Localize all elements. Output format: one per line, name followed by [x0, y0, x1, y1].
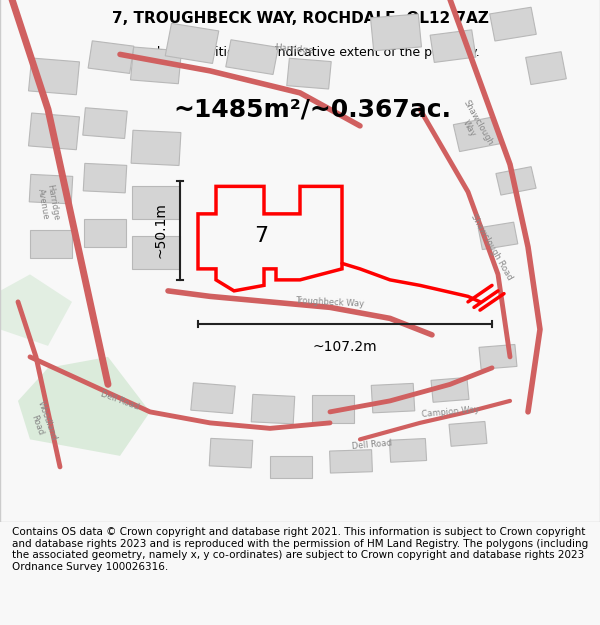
Polygon shape [30, 231, 72, 258]
Polygon shape [371, 383, 415, 413]
Text: Harridge: Harridge [274, 42, 314, 55]
Text: Shawclough Road: Shawclough Road [469, 213, 515, 281]
Polygon shape [226, 40, 278, 74]
Polygon shape [371, 14, 421, 51]
Polygon shape [88, 41, 134, 73]
Polygon shape [131, 47, 181, 84]
Polygon shape [132, 236, 180, 269]
Polygon shape [18, 357, 150, 456]
Text: 7, TROUGHBECK WAY, ROCHDALE, OL12 7AZ: 7, TROUGHBECK WAY, ROCHDALE, OL12 7AZ [112, 11, 488, 26]
Text: Map shows position and indicative extent of the property.: Map shows position and indicative extent… [120, 46, 480, 59]
Polygon shape [454, 117, 500, 152]
Polygon shape [389, 439, 427, 462]
Polygon shape [191, 382, 235, 414]
Polygon shape [526, 52, 566, 84]
Polygon shape [479, 344, 517, 369]
Polygon shape [449, 421, 487, 446]
Text: Harridge
Avenue: Harridge Avenue [35, 183, 61, 222]
Text: Woodland
Road: Woodland Road [26, 400, 58, 446]
Text: ~1485m²/~0.367ac.: ~1485m²/~0.367ac. [173, 98, 451, 121]
Polygon shape [329, 450, 373, 473]
Polygon shape [478, 222, 518, 249]
Text: Campion Way: Campion Way [421, 405, 479, 419]
Text: Dell Road: Dell Road [100, 390, 140, 412]
Polygon shape [431, 378, 469, 402]
Polygon shape [29, 113, 79, 150]
Text: Shawclough
Way: Shawclough Way [453, 99, 495, 152]
Polygon shape [430, 30, 476, 62]
Polygon shape [209, 438, 253, 468]
Text: Contains OS data © Crown copyright and database right 2021. This information is : Contains OS data © Crown copyright and d… [12, 527, 588, 572]
Polygon shape [251, 394, 295, 424]
Polygon shape [490, 8, 536, 41]
Text: Troughbeck Way: Troughbeck Way [295, 296, 365, 308]
Polygon shape [287, 58, 331, 89]
Text: ~107.2m: ~107.2m [313, 341, 377, 354]
Polygon shape [496, 167, 536, 195]
Polygon shape [84, 219, 126, 247]
Polygon shape [0, 274, 72, 346]
Polygon shape [83, 107, 127, 139]
Polygon shape [165, 23, 219, 64]
Polygon shape [29, 58, 79, 95]
Polygon shape [312, 396, 354, 423]
Polygon shape [131, 130, 181, 166]
Text: 7: 7 [254, 226, 268, 246]
Text: Dell Road: Dell Road [352, 439, 392, 451]
Polygon shape [29, 174, 73, 204]
Polygon shape [270, 456, 312, 478]
Polygon shape [83, 163, 127, 193]
Text: ~50.1m: ~50.1m [154, 202, 168, 258]
Polygon shape [132, 186, 180, 219]
